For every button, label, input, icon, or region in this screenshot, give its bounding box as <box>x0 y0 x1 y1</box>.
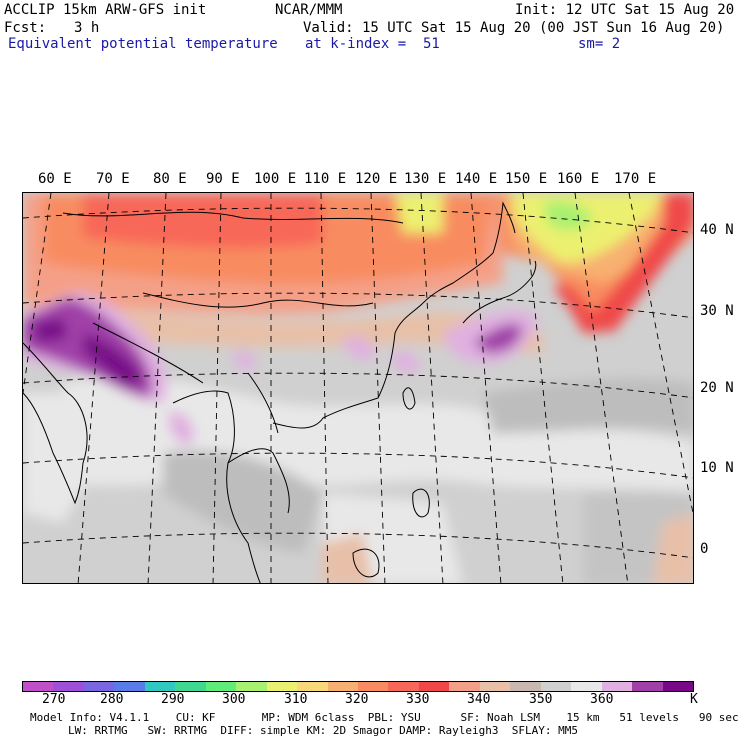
colorbar-swatch <box>388 682 419 691</box>
colorbar-label: 340 <box>467 692 491 707</box>
init-time: Init: 12 UTC Sat 15 Aug 20 <box>515 2 735 18</box>
colorbar-swatch <box>205 682 237 691</box>
colorbar-label: 330 <box>406 692 430 707</box>
lon-label: 90 E <box>206 171 240 187</box>
lat-label: 10 N <box>700 460 734 476</box>
colorbar-swatch <box>571 682 602 691</box>
lon-label: 100 E <box>254 171 297 187</box>
colorbar-swatch <box>632 682 663 691</box>
colorbar-swatch <box>601 682 633 691</box>
theta-e-map <box>22 192 694 584</box>
colorbar-swatch <box>662 682 693 691</box>
graticule <box>23 193 693 583</box>
lon-label: 110 E <box>304 171 347 187</box>
valid-time: Valid: 15 UTC Sat 15 Aug 20 (00 JST Sun … <box>303 20 725 36</box>
lat-label: 0 <box>700 541 709 557</box>
colorbar-swatch <box>418 682 450 691</box>
colorbar-swatch <box>23 682 54 691</box>
lat-label: 30 N <box>700 303 734 319</box>
colorbar-label: 270 <box>42 692 66 707</box>
colorbar-label: 300 <box>222 692 246 707</box>
colorbar-swatch <box>144 682 176 691</box>
lon-label: 120 E <box>355 171 398 187</box>
colorbar-label: 320 <box>345 692 369 707</box>
model-title: ACCLIP 15km ARW-GFS init <box>4 2 207 18</box>
lon-label: 170 E <box>614 171 657 187</box>
colorbar-swatch <box>357 682 389 691</box>
colorbar-label: 280 <box>100 692 124 707</box>
forecast-label: Fcst: <box>4 20 47 36</box>
org-label: NCAR/MMM <box>275 2 343 18</box>
colorbar-swatch <box>479 682 511 691</box>
lon-label: 130 E <box>404 171 447 187</box>
colorbar-swatch <box>266 682 298 691</box>
lat-label: 40 N <box>700 222 734 238</box>
lon-label: 80 E <box>153 171 187 187</box>
lon-label: 160 E <box>557 171 600 187</box>
colorbar-label: 310 <box>284 692 308 707</box>
lon-label: 140 E <box>455 171 498 187</box>
field-shading <box>23 193 693 583</box>
physics-info: LW: RRTMG SW: RRTMG DIFF: simple KM: 2D … <box>68 724 578 737</box>
colorbar-swatch <box>449 682 480 691</box>
coastlines <box>23 201 537 583</box>
colorbar-label: 360 <box>590 692 614 707</box>
field-name: Equivalent potential temperature <box>8 36 278 52</box>
colorbar-swatch <box>540 682 572 691</box>
forecast-value: 3 h <box>74 20 100 36</box>
lat-label: 20 N <box>700 380 734 396</box>
colorbar-swatch <box>175 682 206 691</box>
colorbar-swatch <box>510 682 541 691</box>
colorbar <box>22 681 694 692</box>
model-info: Model Info: V4.1.1 CU: KF MP: WDM 6class… <box>30 711 739 724</box>
lon-label: 70 E <box>96 171 130 187</box>
colorbar-swatch <box>297 682 328 691</box>
colorbar-swatch <box>327 682 358 691</box>
lon-label: 60 E <box>38 171 72 187</box>
smoothing-info: sm= 2 <box>578 36 621 52</box>
level-info: at k-index = 51 <box>305 36 440 52</box>
colorbar-label: 350 <box>529 692 553 707</box>
colorbar-label: 290 <box>161 692 185 707</box>
colorbar-swatch <box>236 682 267 691</box>
colorbar-swatch <box>83 682 115 691</box>
colorbar-unit: K <box>690 692 698 707</box>
lon-label: 150 E <box>505 171 548 187</box>
colorbar-swatch <box>53 682 84 691</box>
colorbar-swatch <box>114 682 145 691</box>
map-canvas <box>23 193 693 583</box>
